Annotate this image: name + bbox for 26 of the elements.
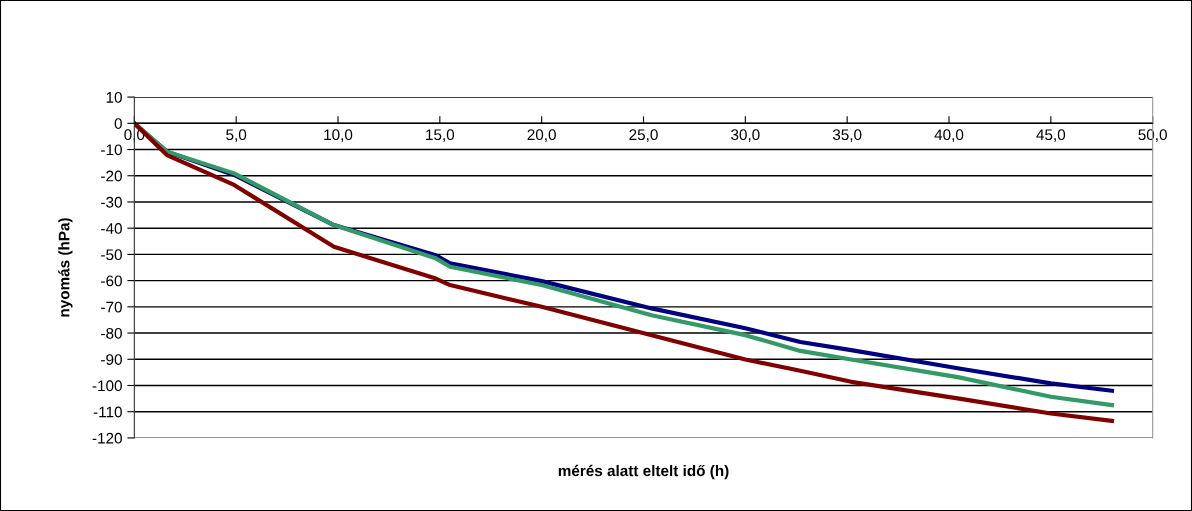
x-tick-label: 40,0 — [934, 129, 964, 142]
x-tick-label: 50,0 — [1138, 129, 1167, 142]
y-tick-label: -80 — [101, 327, 122, 339]
x-tick-label: 20,0 — [527, 129, 556, 142]
y-axis-title: nyomás (hPa) — [58, 218, 73, 317]
x-tick-label: 35,0 — [832, 129, 862, 142]
y-tick-label: -40 — [101, 223, 122, 234]
x-tick-label: 25,0 — [629, 129, 658, 142]
y-tick-label: -10 — [101, 144, 122, 156]
y-tick-label: -110 — [93, 406, 122, 418]
y-tick-label: -30 — [101, 196, 122, 208]
x-axis-title: mérés alatt eltelt idő (h) — [558, 464, 729, 480]
x-tick-label: 15,0 — [426, 129, 455, 142]
x-tick-label: 10,0 — [324, 129, 353, 142]
y-tick-label: -50 — [101, 249, 122, 261]
x-tick-label: 45,0 — [1036, 129, 1066, 142]
y-tick-label: -70 — [101, 301, 122, 313]
x-tick-label: 5,0 — [226, 129, 247, 142]
y-tick-label: 10 — [106, 91, 122, 103]
y-tick-label: -120 — [92, 432, 122, 444]
x-tick-label: 30,0 — [731, 129, 760, 142]
y-tick-label: 0 — [114, 118, 122, 129]
y-tick-label: -90 — [101, 354, 122, 365]
y-tick-label: -20 — [101, 170, 122, 182]
y-tick-label: -60 — [101, 275, 122, 287]
y-tick-label: -100 — [92, 380, 122, 392]
